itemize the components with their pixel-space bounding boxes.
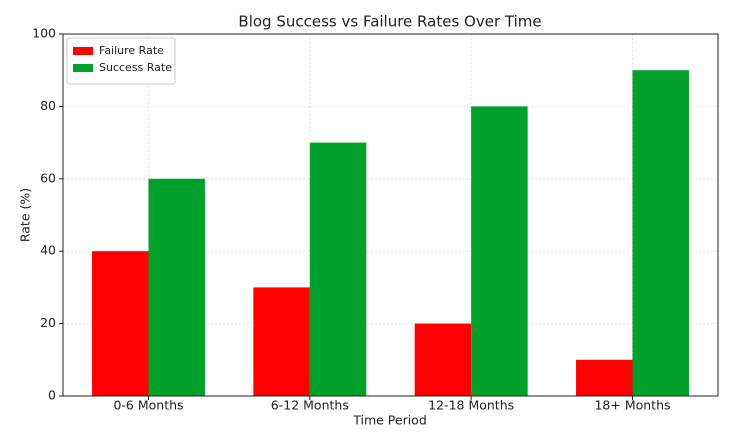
bars [92,70,689,397]
legend-box [66,37,176,85]
legend-label: Success Rate [99,61,172,74]
bar [253,287,310,396]
bar [309,142,367,396]
bar [92,251,149,396]
bar [576,359,633,396]
legend-label: Failure Rate [99,44,164,57]
bar [414,323,472,396]
chart-title: Blog Success vs Failure Rates Over Time [238,13,541,31]
y-tick-label: 0 [48,388,56,403]
legend-swatch [73,64,93,72]
y-tick-label: 20 [40,315,56,330]
y-tick-label: 100 [32,26,56,41]
plot-frame [62,33,719,397]
y-tick-label: 60 [40,170,56,185]
legend: Failure Rate Success Rate [66,37,176,85]
legend-swatch [73,47,93,55]
x-tick-label: 0-6 Months [113,398,183,413]
x-axis-label: Time Period [352,413,427,428]
bar [471,106,528,397]
y-tick-label: 40 [40,243,56,258]
y-axis-label: Rate (%) [18,188,33,242]
bar [148,178,205,396]
bar [632,70,689,396]
x-tick-label: 12-18 Months [428,398,514,413]
x-tick-label: 18+ Months [594,398,670,413]
axes: 0 20 40 60 80 100 0-6 Months 6-12 Months 12-18 M… [32,26,719,413]
y-tick-label: 80 [40,98,56,113]
x-tick-label: 6-12 Months [271,398,349,413]
